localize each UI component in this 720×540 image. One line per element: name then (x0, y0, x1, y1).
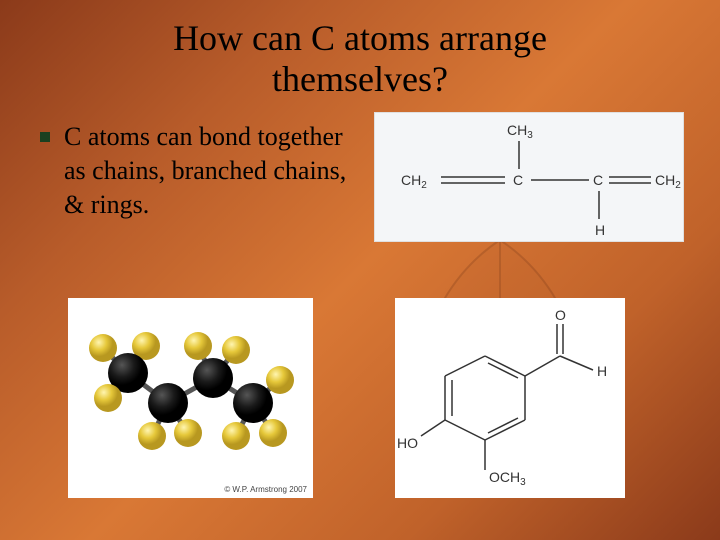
label-o: O (555, 307, 566, 323)
label-ch2-left: CH2 (401, 172, 427, 191)
label-ch3: CH3 (507, 122, 533, 141)
chemical-structure-ring: O H HO OCH3 (395, 298, 625, 498)
bullet-marker (40, 132, 50, 142)
label-h: H (595, 222, 605, 238)
label-ho: HO (397, 435, 418, 451)
label-ch2-right: CH2 (655, 172, 681, 191)
title-line-2: themselves? (272, 59, 448, 99)
slide-title: How can C atoms arrange themselves? (0, 0, 720, 101)
molecule-copyright: © W.P. Armstrong 2007 (224, 485, 307, 494)
bullet-item: C atoms can bond together as chains, bra… (40, 120, 350, 221)
chemical-structure-branched: CH3 CH2 C C CH2 H (374, 112, 684, 242)
label-c-left: C (513, 172, 523, 188)
label-c-right: C (593, 172, 603, 188)
bullet-text: C atoms can bond together as chains, bra… (64, 120, 350, 221)
molecule-3d-model: © W.P. Armstrong 2007 (68, 298, 313, 498)
title-line-1: How can C atoms arrange (173, 18, 547, 58)
label-h-aldehyde: H (597, 363, 607, 379)
label-och3: OCH3 (489, 469, 526, 488)
